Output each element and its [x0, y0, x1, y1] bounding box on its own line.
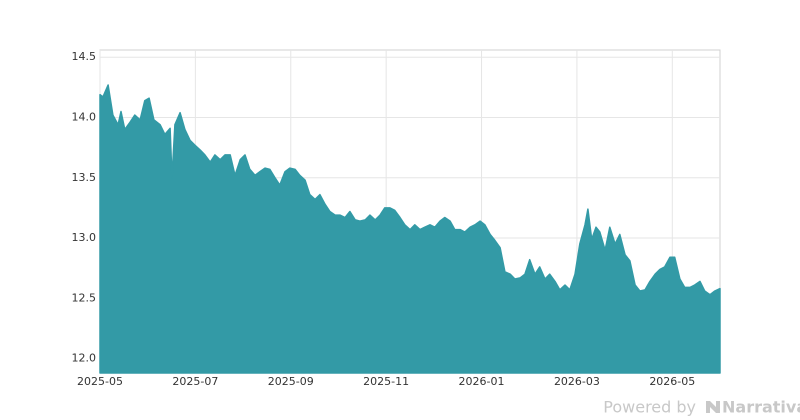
x-tick-label: 2025-11	[363, 375, 409, 388]
y-tick-label: 13.0	[72, 231, 97, 244]
y-tick-label: 14.0	[72, 110, 97, 123]
x-tick-label: 2026-05	[649, 375, 695, 388]
area	[99, 84, 721, 374]
y-tick-label: 13.5	[72, 171, 97, 184]
y-tick-label: 12.5	[72, 291, 97, 304]
x-tick-label: 2025-07	[172, 375, 218, 388]
y-tick-label: 14.5	[72, 50, 97, 63]
labels: 12.0 12.5 13.0 13.5 14.0 14.5 2025-05 2025-07 20…	[72, 50, 696, 388]
brand-logo	[706, 401, 720, 413]
y-tick-label: 12.0	[72, 352, 97, 365]
footer-brand: Narrativa	[722, 398, 800, 417]
x-tick-label: 2026-01	[459, 375, 505, 388]
x-tick-label: 2025-05	[77, 375, 123, 388]
marks	[99, 84, 721, 374]
x-tick-label: 2025-09	[268, 375, 314, 388]
footer-powered: Powered by	[603, 398, 696, 417]
x-tick-label: 2026-03	[554, 375, 600, 388]
